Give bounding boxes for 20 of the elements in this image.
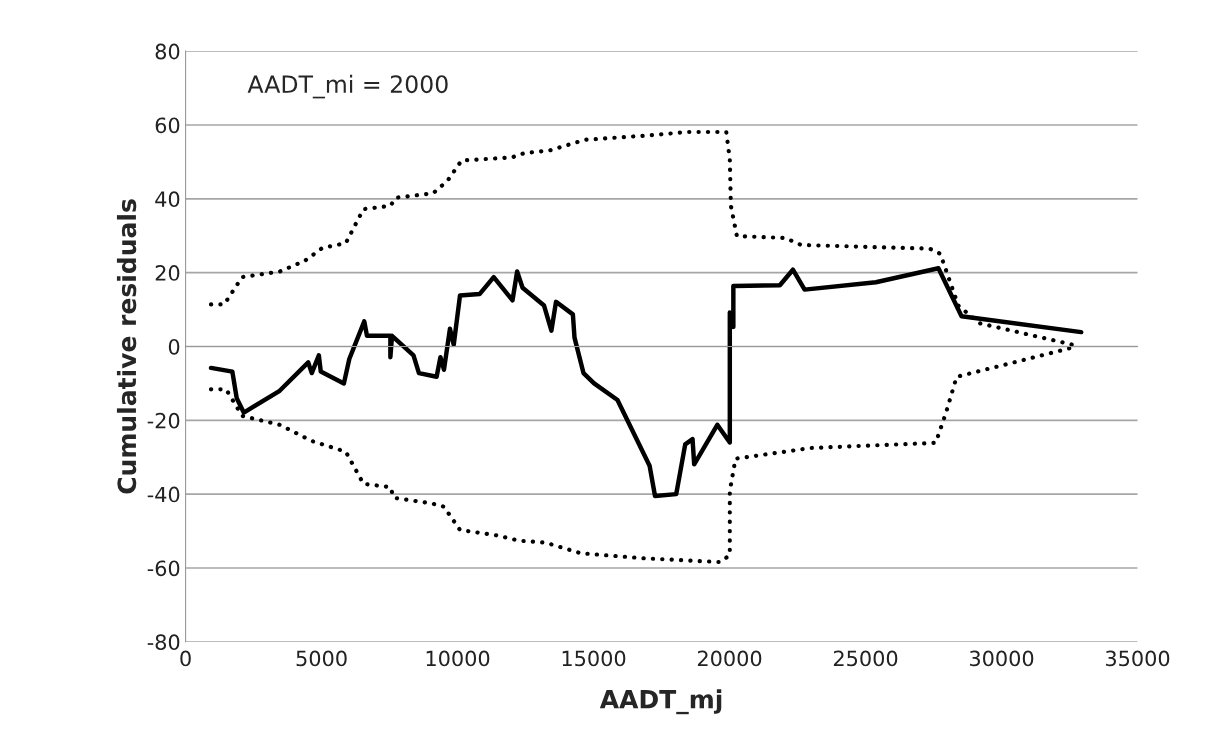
y-tick-label: -40 (147, 486, 180, 503)
x-tick-label: 25000 (833, 650, 898, 667)
annotation: AADT_mi = 2000 (247, 74, 448, 99)
x-axis-title: AADT_mj (599, 689, 722, 715)
x-tick-label: 10000 (426, 650, 490, 667)
x-tick-label: 5000 (296, 650, 347, 667)
y-tick-label: 80 (155, 43, 180, 60)
y-tick-label: -20 (147, 412, 180, 429)
y-tick-label: 40 (155, 191, 180, 208)
x-tick-label: 0 (180, 650, 191, 667)
x-tick-label: 30000 (969, 650, 1034, 667)
y-tick-label: 60 (155, 117, 180, 134)
x-tick-label: 20000 (697, 650, 762, 667)
y-tick-label: -60 (147, 560, 180, 577)
x-tick-label: 15000 (562, 650, 626, 667)
x-tick-label: 35000 (1105, 650, 1170, 667)
y-axis-title: Cumulative residuals (116, 199, 137, 494)
y-tick-label: 0 (168, 338, 180, 355)
y-tick-label: -80 (147, 634, 180, 651)
y-tick-label: 20 (155, 265, 180, 281)
